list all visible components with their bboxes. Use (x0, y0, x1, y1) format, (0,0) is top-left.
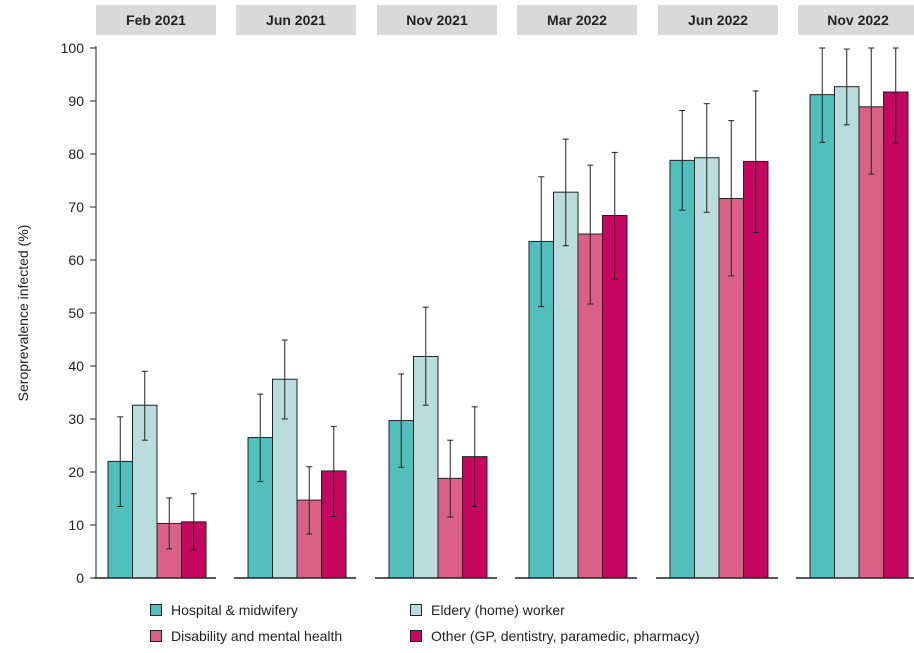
bar (834, 86, 860, 579)
panel-title: Nov 2021 (406, 12, 468, 28)
panel-title: Feb 2021 (126, 12, 186, 28)
y-tick-label: 20 (68, 464, 84, 480)
legend-label-hospital: Hospital & midwifery (171, 602, 298, 618)
legend-swatch-hospital (150, 604, 162, 616)
panel-header (96, 5, 216, 35)
panel-title: Nov 2022 (827, 12, 889, 28)
y-tick-label: 10 (68, 517, 84, 533)
y-tick-label: 0 (76, 570, 84, 586)
legend-item-hospital: Hospital & midwifery (150, 602, 298, 618)
bar (669, 159, 695, 579)
legend-label-other: Other (GP, dentistry, paramedic, pharmac… (431, 628, 700, 644)
y-axis: 0 10 20 30 40 50 60 70 80 90 100 (61, 40, 97, 586)
y-tick-label: 40 (68, 358, 84, 374)
legend-swatch-disability (150, 630, 162, 642)
y-tick-label: 60 (68, 252, 84, 268)
panels: Feb 2021 Jun 2021 Nov 2021 Mar 2022 Jun 2022… (94, 5, 914, 579)
legend-item-eldery: Eldery (home) worker (410, 602, 565, 618)
y-tick-label: 100 (61, 40, 85, 56)
y-tick-label: 70 (68, 199, 84, 215)
legend-item-disability: Disability and mental health (150, 628, 342, 644)
panel-nov-2021: Nov 2021 (375, 5, 497, 579)
panel-jun-2021: Jun 2021 (234, 5, 356, 579)
panel-header (236, 5, 356, 35)
panel-header (517, 5, 637, 35)
panel-header (798, 5, 914, 35)
y-axis-label: Seroprevalence infected (%) (15, 225, 31, 402)
panel-header (658, 5, 778, 35)
legend-swatch-other (410, 630, 422, 642)
y-tick-label: 50 (68, 305, 84, 321)
panel-title: Jun 2021 (266, 12, 326, 28)
bar (694, 157, 720, 579)
bar (809, 94, 835, 579)
panel-feb-2021: Feb 2021 (94, 5, 216, 579)
legend-swatch-eldery (410, 604, 422, 616)
bar (858, 106, 884, 579)
bar (883, 91, 909, 579)
y-tick-label: 80 (68, 146, 84, 162)
legend-item-other: Other (GP, dentistry, paramedic, pharmac… (410, 628, 700, 644)
y-tick-label: 30 (68, 411, 84, 427)
panel-jun-2022: Jun 2022 (656, 5, 778, 579)
panel-title: Jun 2022 (688, 12, 748, 28)
panel-header (377, 5, 497, 35)
bar (553, 191, 579, 579)
y-tick-label: 90 (68, 93, 84, 109)
panel-title: Mar 2022 (547, 12, 607, 28)
panel-mar-2022: Mar 2022 (515, 5, 637, 579)
legend-label-disability: Disability and mental health (171, 628, 343, 644)
panel-nov-2022: Nov 2022 (796, 5, 914, 579)
legend-label-eldery: Eldery (home) worker (431, 602, 565, 618)
